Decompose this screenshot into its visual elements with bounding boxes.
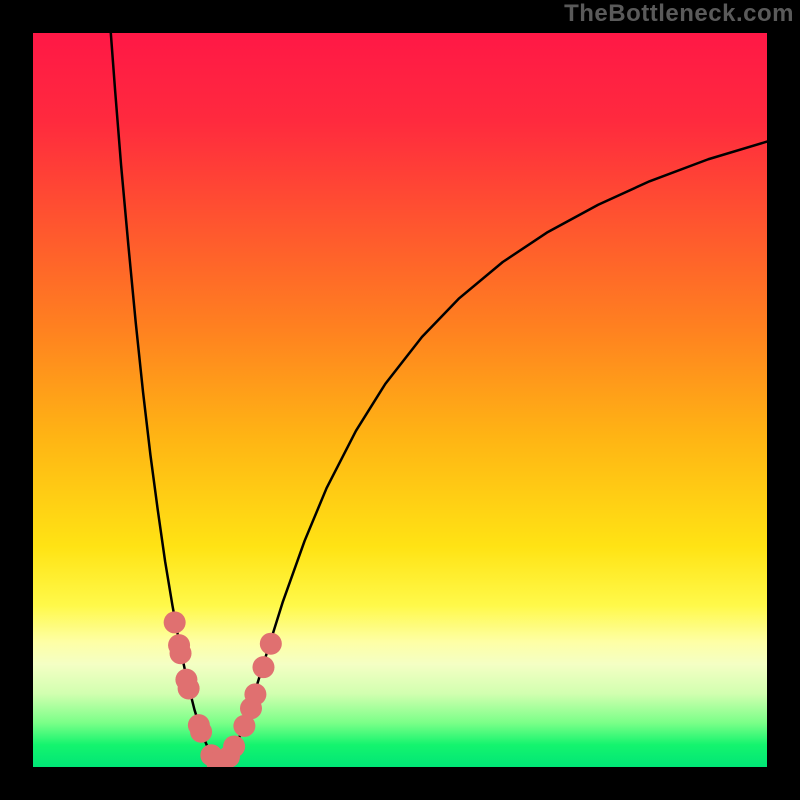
chart-frame: TheBottleneck.com bbox=[0, 0, 800, 800]
scatter-point bbox=[164, 611, 186, 633]
scatter-point bbox=[244, 683, 266, 705]
scatter-point bbox=[260, 633, 282, 655]
chart-svg bbox=[0, 0, 800, 800]
scatter-point bbox=[170, 642, 192, 664]
watermark-text: TheBottleneck.com bbox=[564, 0, 794, 28]
scatter-point bbox=[223, 735, 245, 757]
scatter-point bbox=[178, 677, 200, 699]
scatter-point bbox=[252, 656, 274, 678]
scatter-point bbox=[190, 721, 212, 743]
